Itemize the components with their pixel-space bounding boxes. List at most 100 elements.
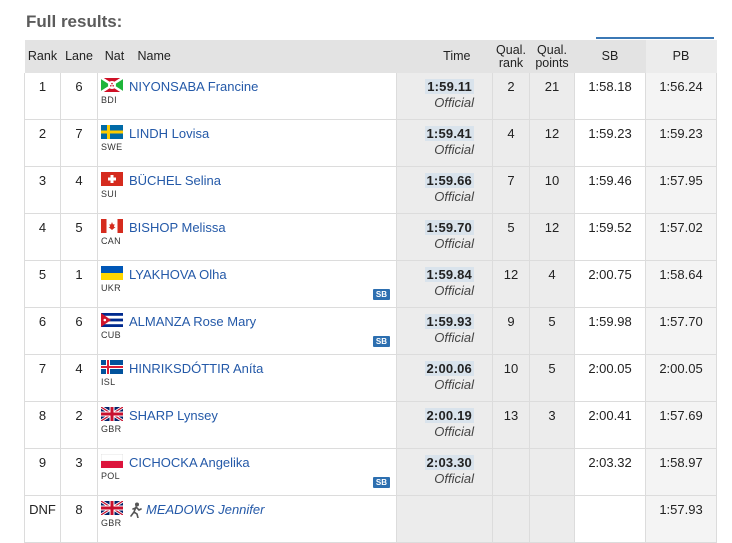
sb-cell: 2:03.32 xyxy=(574,448,646,496)
country-code: CAN xyxy=(101,236,121,246)
athlete-cell: POL CICHOCKA Angelika SB xyxy=(97,448,397,496)
table-row: 4 5 CAN BISHOP Melissa 1:59.70 Official … xyxy=(24,213,717,261)
lane-cell: 5 xyxy=(60,213,98,261)
qual-rank-cell xyxy=(492,495,530,543)
time-value: 1:59.84 xyxy=(424,267,474,282)
rank-cell: 5 xyxy=(24,260,61,308)
time-cell: 1:59.66 Official xyxy=(396,166,493,214)
athlete-cell: GBR MEADOWS Jennifer xyxy=(97,495,397,543)
country-code: UKR xyxy=(101,283,121,293)
athlete-name-link[interactable]: HINRIKSDÓTTIR Aníta xyxy=(129,361,264,376)
qual-rank-cell: 5 xyxy=(492,213,530,261)
time-cell: 1:59.84 Official xyxy=(396,260,493,308)
time-value: 2:00.19 xyxy=(424,408,474,423)
rank-cell: 7 xyxy=(24,354,61,402)
time-value: 1:59.66 xyxy=(424,173,474,188)
time-cell xyxy=(396,495,493,543)
pb-cell: 1:57.02 xyxy=(645,213,717,261)
athlete-name-link[interactable]: ALMANZA Rose Mary xyxy=(129,314,257,329)
qual-rank-cell: 10 xyxy=(492,354,530,402)
time-status: Official xyxy=(434,142,474,157)
table-row: 3 4 SUI BÜCHEL Selina 1:59.66 Official 7… xyxy=(24,166,717,214)
rank-cell: 6 xyxy=(24,307,61,355)
country-code: POL xyxy=(101,471,120,481)
pb-cell: 1:58.97 xyxy=(645,448,717,496)
qual-rank-cell: 4 xyxy=(492,119,530,167)
time-cell: 1:59.93 Official xyxy=(396,307,493,355)
sb-cell: 1:59.46 xyxy=(574,166,646,214)
athlete-name-link[interactable]: BÜCHEL Selina xyxy=(129,173,222,188)
iceland-flag-icon xyxy=(101,360,123,374)
sb-cell: 1:59.98 xyxy=(574,307,646,355)
time-status: Official xyxy=(434,189,474,204)
qual-points-cell xyxy=(529,495,575,543)
lane-cell: 6 xyxy=(60,73,98,120)
pb-cell: 1:59.23 xyxy=(645,119,717,167)
rank-cell: 9 xyxy=(24,448,61,496)
rank-cell: 3 xyxy=(24,166,61,214)
pb-cell: 1:57.69 xyxy=(645,401,717,449)
time-cell: 2:03.30 Official xyxy=(396,448,493,496)
col-name: Name xyxy=(131,40,397,73)
athlete-name-link[interactable]: CICHOCKA Angelika xyxy=(129,455,250,470)
pb-cell: 2:00.05 xyxy=(645,354,717,402)
athlete-name-link[interactable]: MEADOWS Jennifer xyxy=(146,502,265,517)
athlete-name-link[interactable]: LINDH Lovisa xyxy=(129,126,210,141)
athlete-name-link[interactable]: SHARP Lynsey xyxy=(129,408,218,423)
qual-points-cell: 3 xyxy=(529,401,575,449)
time-status: Official xyxy=(434,424,474,439)
time-cell: 1:59.70 Official xyxy=(396,213,493,261)
uk-flag-icon xyxy=(100,405,124,423)
qual-points-cell: 10 xyxy=(529,166,575,214)
ukraine-flag-icon xyxy=(101,266,123,280)
country-code: ISL xyxy=(101,377,116,387)
page-title: Full results: xyxy=(26,12,123,31)
rank-cell: 8 xyxy=(24,401,61,449)
qual-points-cell: 12 xyxy=(529,213,575,261)
athlete-cell: SWE LINDH Lovisa xyxy=(97,119,397,167)
qual-rank-cell: 7 xyxy=(492,166,530,214)
time-status: Official xyxy=(434,377,474,392)
time-value: 2:00.06 xyxy=(424,361,474,376)
sb-cell: 2:00.41 xyxy=(574,401,646,449)
accent-line xyxy=(596,37,714,39)
switzerland-flag-icon xyxy=(101,172,123,186)
lane-cell: 4 xyxy=(60,354,98,402)
time-status: Official xyxy=(434,95,474,110)
time-value: 1:59.70 xyxy=(424,220,474,235)
athlete-name-link[interactable]: NIYONSABA Francine xyxy=(129,79,259,94)
athlete-cell: CUB ALMANZA Rose Mary SB xyxy=(97,307,397,355)
season-best-badge: SB xyxy=(372,289,390,300)
lane-cell: 3 xyxy=(60,448,98,496)
country-code: GBR xyxy=(101,518,122,528)
rank-cell: 4 xyxy=(24,213,61,261)
lane-cell: 2 xyxy=(60,401,98,449)
country-code: BDI xyxy=(101,95,117,105)
season-best-badge: SB xyxy=(372,477,390,488)
athlete-name-link[interactable]: BISHOP Melissa xyxy=(129,220,226,235)
rank-cell: 1 xyxy=(24,73,61,120)
qual-rank-cell: 2 xyxy=(492,73,530,120)
qual-rank-cell: 12 xyxy=(492,260,530,308)
qual-points-cell: 5 xyxy=(529,354,575,402)
qual-points-cell: 21 xyxy=(529,73,575,120)
athlete-cell: CAN BISHOP Melissa xyxy=(97,213,397,261)
pb-cell: 1:58.64 xyxy=(645,260,717,308)
qual-points-cell: 12 xyxy=(529,119,575,167)
time-value: 2:03.30 xyxy=(424,455,474,470)
time-status: Official xyxy=(434,471,474,486)
qual-points-cell: 4 xyxy=(529,260,575,308)
athlete-name-link[interactable]: LYAKHOVA Olha xyxy=(129,267,227,282)
pb-cell: 1:57.93 xyxy=(645,495,717,543)
lane-cell: 8 xyxy=(60,495,98,543)
table-row: 8 2 GBR SHARP Lynsey 2:00.19 Official 13… xyxy=(24,401,717,449)
sweden-flag-icon xyxy=(101,125,123,139)
athlete-cell: BDI NIYONSABA Francine xyxy=(97,73,397,120)
time-cell: 2:00.06 Official xyxy=(396,354,493,402)
pb-cell: 1:57.95 xyxy=(645,166,717,214)
time-cell: 1:59.11 Official xyxy=(396,73,493,120)
sb-cell: 1:59.52 xyxy=(574,213,646,261)
time-value: 1:59.93 xyxy=(424,314,474,329)
burundi-flag-icon xyxy=(100,76,124,94)
time-status: Official xyxy=(434,236,474,251)
